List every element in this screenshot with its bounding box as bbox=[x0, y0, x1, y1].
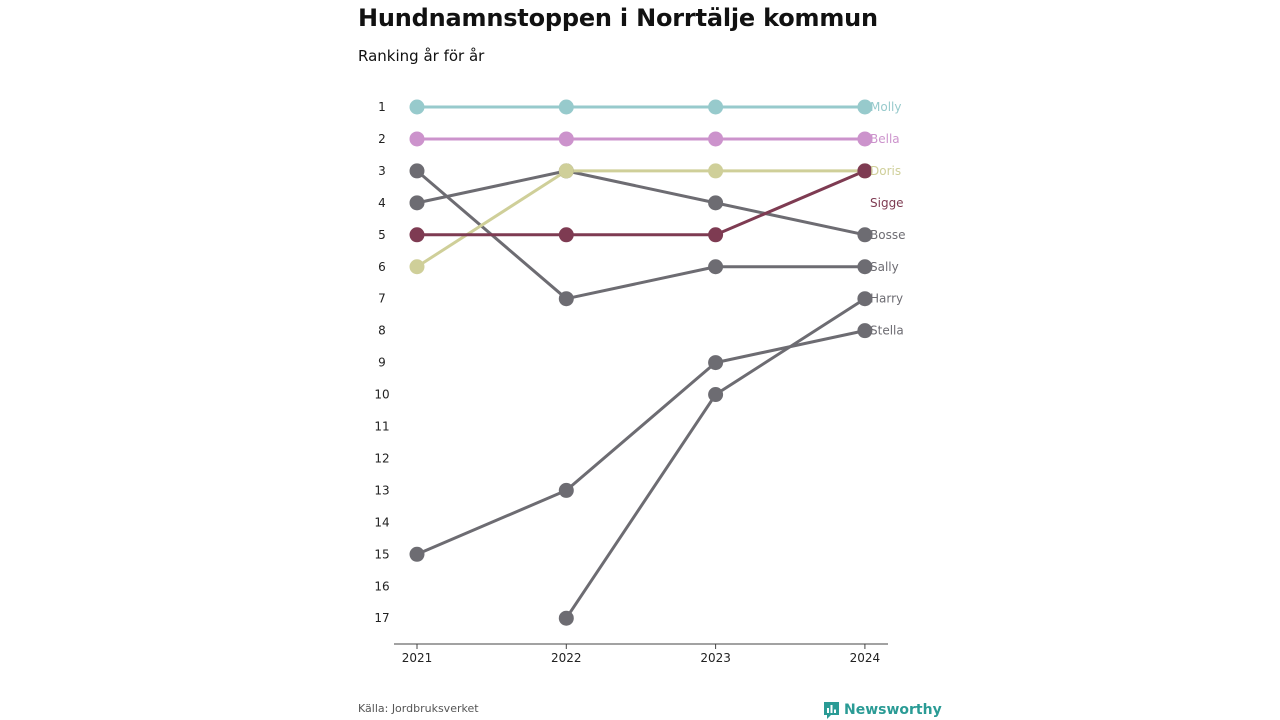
series-label-bosse: Bosse bbox=[870, 228, 905, 242]
point-sally bbox=[409, 163, 425, 179]
point-molly bbox=[558, 99, 574, 115]
brand-name: Newsworthy bbox=[844, 702, 942, 718]
y-tick-label: 1 bbox=[378, 100, 386, 114]
point-sally bbox=[558, 291, 574, 307]
y-tick-label: 14 bbox=[374, 515, 389, 529]
y-tick-label: 11 bbox=[374, 420, 389, 434]
point-molly bbox=[708, 99, 724, 115]
point-sigge bbox=[857, 163, 873, 179]
source-note: Källa: Jordbruksverket bbox=[358, 702, 479, 715]
point-harry bbox=[708, 387, 724, 403]
series-lines bbox=[415, 105, 867, 620]
point-stella bbox=[558, 482, 574, 498]
point-harry bbox=[558, 610, 574, 626]
series-line-sigge bbox=[415, 169, 867, 237]
x-tick-label: 2021 bbox=[402, 651, 433, 665]
point-sigge bbox=[708, 227, 724, 243]
newsworthy-logo-icon bbox=[824, 701, 839, 719]
y-tick-label: 10 bbox=[374, 388, 389, 402]
x-tick-label: 2023 bbox=[700, 651, 731, 665]
series-label-sally: Sally bbox=[870, 260, 899, 274]
point-stella bbox=[857, 323, 873, 339]
y-tick-label: 16 bbox=[374, 579, 389, 593]
series-points bbox=[409, 99, 873, 626]
chart-subtitle: Ranking år för år bbox=[358, 47, 485, 65]
point-molly bbox=[857, 99, 873, 115]
point-stella bbox=[708, 355, 724, 371]
point-bosse bbox=[857, 227, 873, 243]
y-tick-label: 13 bbox=[374, 483, 389, 497]
point-bosse bbox=[409, 195, 425, 211]
y-tick-label: 8 bbox=[378, 324, 386, 338]
series-line-harry bbox=[564, 297, 867, 620]
series-label-sigge: Sigge bbox=[870, 196, 904, 210]
series-label-harry: Harry bbox=[870, 292, 903, 306]
y-tick-label: 9 bbox=[378, 356, 386, 370]
point-bella bbox=[558, 131, 574, 147]
y-tick-label: 12 bbox=[374, 451, 389, 465]
series-line-bosse bbox=[415, 169, 867, 237]
point-bella bbox=[857, 131, 873, 147]
series-label-stella: Stella bbox=[870, 324, 904, 338]
point-sigge bbox=[558, 227, 574, 243]
point-doris bbox=[409, 259, 425, 275]
point-stella bbox=[409, 546, 425, 562]
end-labels: Molly Bella Doris Sigge Bosse Sally Harry Stell… bbox=[870, 100, 905, 338]
series-label-doris: Doris bbox=[870, 164, 901, 178]
point-doris bbox=[708, 163, 724, 179]
brand-logo[interactable]: Newsworthy bbox=[823, 700, 942, 720]
x-axis: 2021 2022 2023 2024 bbox=[402, 644, 880, 665]
y-tick-label: 17 bbox=[374, 611, 389, 625]
point-molly bbox=[409, 99, 425, 115]
series-line-stella bbox=[415, 329, 867, 556]
series-label-bella: Bella bbox=[870, 132, 900, 146]
y-tick-label: 2 bbox=[378, 132, 386, 146]
y-tick-label: 5 bbox=[378, 228, 386, 242]
point-doris bbox=[558, 163, 574, 179]
point-bella bbox=[409, 131, 425, 147]
point-sally bbox=[708, 259, 724, 275]
chart-title: Hundnamnstoppen i Norrtälje kommun bbox=[358, 4, 878, 32]
x-tick-label: 2024 bbox=[850, 651, 881, 665]
point-sally bbox=[857, 259, 873, 275]
point-bosse bbox=[708, 195, 724, 211]
point-bella bbox=[708, 131, 724, 147]
y-tick-label: 7 bbox=[378, 292, 386, 306]
point-sigge bbox=[409, 227, 425, 243]
y-tick-label: 4 bbox=[378, 196, 386, 210]
point-harry bbox=[857, 291, 873, 307]
y-tick-label: 15 bbox=[374, 547, 389, 561]
x-tick-label: 2022 bbox=[551, 651, 582, 665]
y-tick-label: 6 bbox=[378, 260, 386, 274]
series-line-doris bbox=[415, 169, 867, 269]
series-label-molly: Molly bbox=[870, 100, 901, 114]
y-tick-label: 3 bbox=[378, 164, 386, 178]
